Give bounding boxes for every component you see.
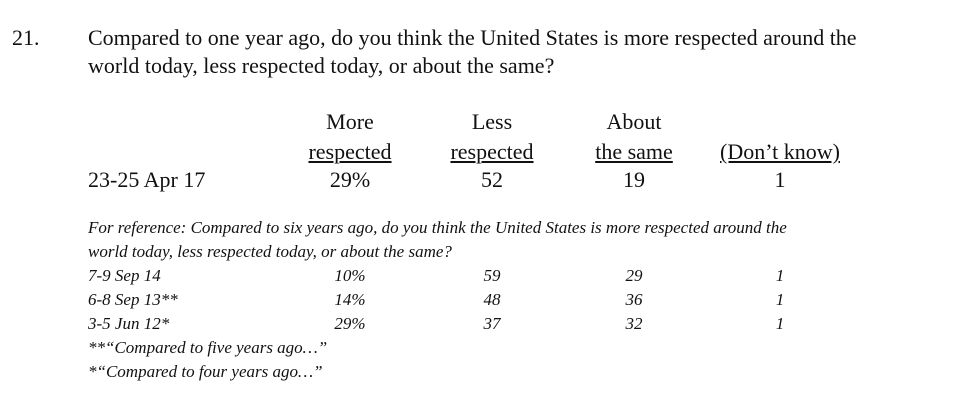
column-header: respected bbox=[308, 139, 392, 164]
column-header: (Don’t know) bbox=[720, 139, 840, 164]
cell-value: 36 bbox=[625, 290, 643, 309]
column-header: Less bbox=[471, 109, 513, 134]
cell-value: 29 bbox=[625, 266, 643, 285]
cell-value: 37 bbox=[483, 314, 501, 333]
footnote: **“Compared to five years ago…” bbox=[88, 338, 328, 357]
column-header: the same bbox=[595, 139, 673, 164]
reference-text: For reference: Compared to six years ago… bbox=[88, 218, 787, 237]
row-label: 7-9 Sep 14 bbox=[88, 266, 161, 285]
question-text: Compared to one year ago, do you think t… bbox=[88, 25, 857, 50]
cell-value: 1 bbox=[774, 167, 786, 192]
cell-value: 1 bbox=[775, 290, 785, 309]
row-label: 3-5 Jun 12* bbox=[88, 314, 170, 333]
cell-value: 52 bbox=[481, 167, 503, 192]
cell-value: 10% bbox=[334, 266, 366, 285]
column-header: More bbox=[326, 109, 374, 134]
question-text: world today, less respected today, or ab… bbox=[88, 53, 555, 78]
cell-value: 32 bbox=[625, 314, 643, 333]
column-header: About bbox=[606, 109, 662, 134]
cell-value: 48 bbox=[483, 290, 501, 309]
cell-value: 1 bbox=[775, 266, 785, 285]
row-label: 23-25 Apr 17 bbox=[88, 167, 206, 192]
cell-value: 1 bbox=[775, 314, 785, 333]
column-header: respected bbox=[450, 139, 534, 164]
reference-text: world today, less respected today, or ab… bbox=[88, 242, 452, 261]
cell-value: 14% bbox=[334, 290, 366, 309]
cell-value: 29% bbox=[334, 314, 366, 333]
cell-value: 59 bbox=[483, 266, 501, 285]
cell-value: 29% bbox=[329, 167, 371, 192]
footnote: *“Compared to four years ago…” bbox=[88, 362, 323, 381]
question-number: 21. bbox=[12, 25, 40, 50]
cell-value: 19 bbox=[623, 167, 645, 192]
row-label: 6-8 Sep 13** bbox=[88, 290, 178, 309]
